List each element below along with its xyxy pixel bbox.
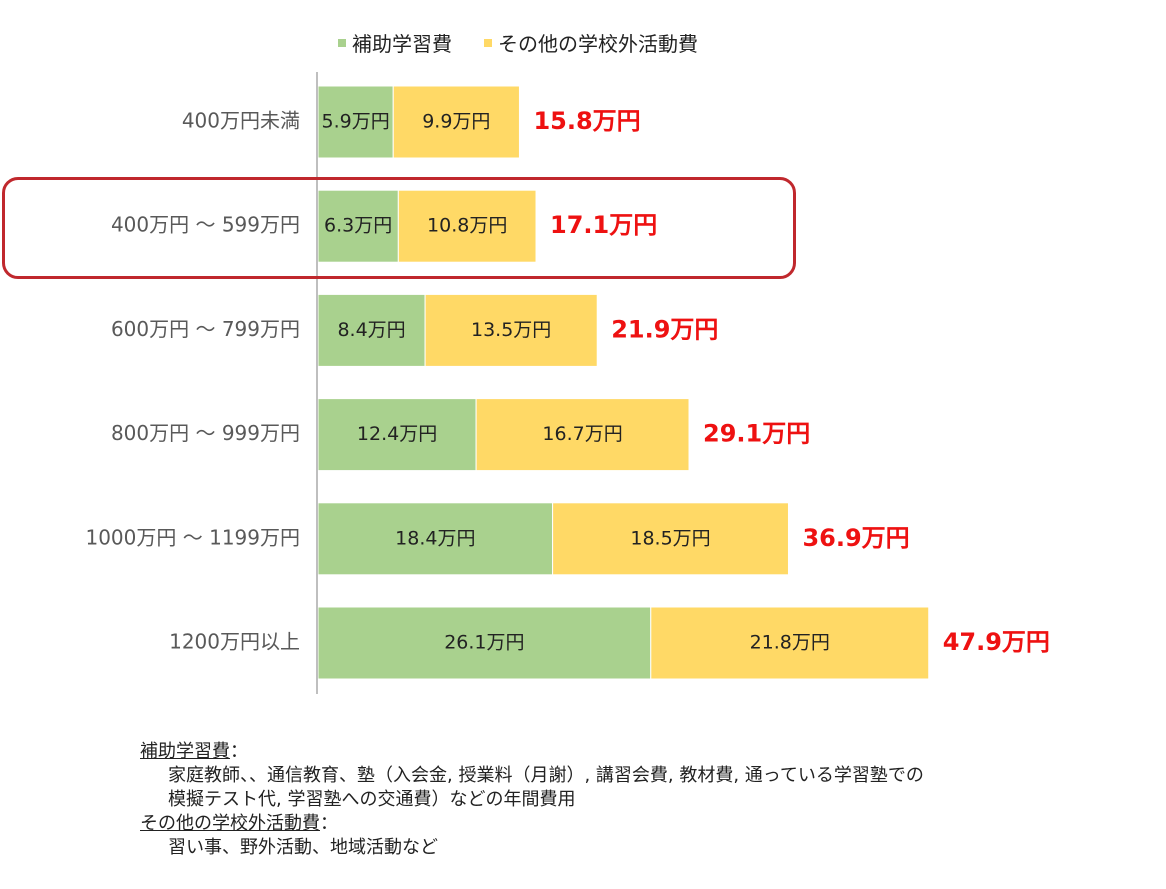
legend-label-other: その他の学校外活動費 (498, 32, 698, 56)
highlight-box (2, 177, 796, 279)
data-label: 8.4万円 (337, 319, 405, 341)
note-a-line2: 模擬テスト代, 学習塾への交通費）などの年間費用 (168, 789, 576, 810)
legend-swatch-green (338, 38, 346, 47)
bar-other (552, 502, 789, 576)
category-label: 400万円 ～ 599万円 (111, 213, 300, 237)
bar-other (475, 398, 690, 472)
note-b-colon: ： (320, 813, 338, 834)
category-label: 600万円 ～ 799万円 (111, 317, 300, 341)
note-a-colon: ： (230, 741, 248, 762)
legend-item-other: その他の学校外活動費 (484, 28, 698, 57)
legend-item-supplementary: 補助学習費 (338, 28, 452, 57)
notes: 補助学習費： 家庭教師、、通信教育、塾（入会金, 授業料（月謝）, 講習会費, … (140, 740, 924, 860)
legend-label-supplementary: 補助学習費 (352, 32, 452, 56)
data-label: 6.3万円 (324, 215, 392, 237)
note-a-line1: 家庭教師、、通信教育、塾（入会金, 授業料（月謝）, 講習会費, 教材費, 通っ… (168, 765, 924, 786)
data-label: 26.1万円 (444, 632, 524, 654)
total-label: 21.9万円 (611, 315, 718, 343)
total-label: 17.1万円 (550, 211, 657, 239)
bar-other (650, 606, 930, 680)
total-label: 47.9万円 (943, 628, 1050, 656)
note-a-heading-row: 補助学習費： (140, 740, 924, 764)
note-a-heading: 補助学習費 (140, 741, 230, 762)
total-label: 29.1万円 (703, 420, 810, 448)
bar-supplementary (317, 502, 554, 576)
data-label: 12.4万円 (357, 423, 437, 445)
category-label: 1200万円以上 (169, 630, 300, 654)
data-label: 9.9万円 (422, 111, 490, 133)
data-label: 21.8万円 (750, 632, 830, 654)
note-b-heading: その他の学校外活動費 (140, 813, 320, 834)
data-label: 18.4万円 (395, 527, 475, 549)
legend-swatch-yellow (484, 38, 492, 47)
bar-supplementary (317, 606, 652, 680)
note-b-heading-row: その他の学校外活動費： (140, 812, 924, 836)
category-label: 1000万円 ～ 1199万円 (85, 525, 300, 549)
bar-supplementary (317, 398, 477, 472)
note-b-line1: 習い事、野外活動、地域活動など (168, 837, 438, 858)
bar-other (424, 293, 598, 367)
data-label: 10.8万円 (427, 215, 507, 237)
data-label: 18.5万円 (630, 527, 710, 549)
legend: 補助学習費 その他の学校外活動費 (338, 28, 698, 57)
category-label: 800万円 ～ 999万円 (111, 421, 300, 445)
total-label: 36.9万円 (802, 524, 909, 552)
data-label: 5.9万円 (322, 111, 390, 133)
bar-other (392, 85, 520, 159)
data-label: 16.7万円 (542, 423, 622, 445)
stacked-bar-chart: 400万円未満 5.9万円 9.9万円 15.8万円 400万円 ～ 599万円 6.3万… (85, 72, 1050, 694)
data-label: 13.5万円 (471, 319, 551, 341)
total-label: 15.8万円 (533, 107, 640, 135)
bar-other (397, 189, 537, 263)
category-label: 400万円未満 (182, 109, 300, 133)
